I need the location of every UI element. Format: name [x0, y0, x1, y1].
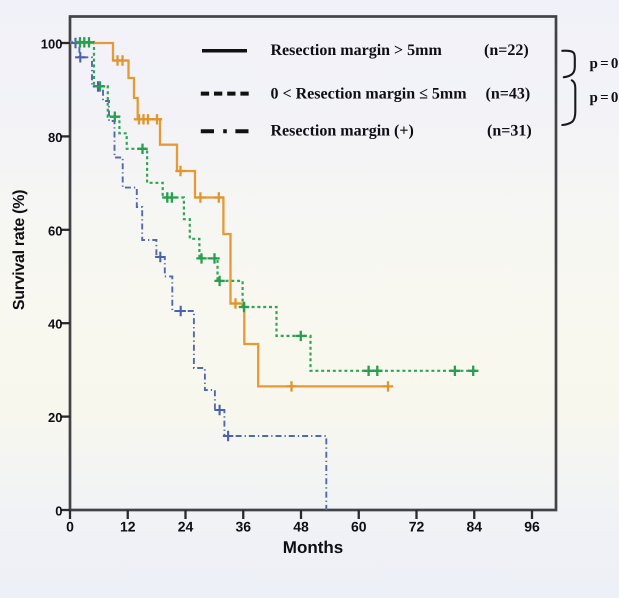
svg-text:80: 80	[48, 130, 62, 145]
svg-text:0 < Resection margin ≤ 5mm: 0 < Resection margin ≤ 5mm	[271, 85, 468, 102]
svg-text:100: 100	[41, 37, 63, 52]
svg-text:36: 36	[235, 519, 251, 535]
svg-text:0: 0	[55, 504, 62, 519]
svg-text:24: 24	[178, 519, 194, 535]
svg-text:Survival rate (%): Survival rate (%)	[11, 190, 28, 310]
svg-text:(n=22): (n=22)	[484, 42, 529, 59]
svg-text:Months: Months	[283, 538, 343, 557]
svg-text:0: 0	[66, 519, 74, 535]
svg-text:40: 40	[48, 317, 62, 332]
svg-text:Resection margin (+): Resection margin (+)	[271, 123, 414, 140]
svg-text:60: 60	[351, 519, 367, 535]
svg-text:Resection margin > 5mm: Resection margin > 5mm	[271, 42, 443, 59]
svg-text:p = 0.01: p = 0.01	[590, 90, 619, 106]
svg-text:(n=31): (n=31)	[487, 123, 532, 140]
svg-text:p = 0.04: p = 0.04	[590, 56, 619, 72]
svg-text:60: 60	[48, 223, 62, 238]
svg-text:12: 12	[120, 519, 136, 535]
svg-text:(n=43): (n=43)	[486, 85, 531, 102]
svg-text:20: 20	[48, 410, 62, 425]
svg-text:48: 48	[293, 519, 309, 535]
svg-text:72: 72	[409, 519, 425, 535]
svg-text:96: 96	[524, 519, 540, 535]
svg-text:84: 84	[466, 519, 482, 535]
